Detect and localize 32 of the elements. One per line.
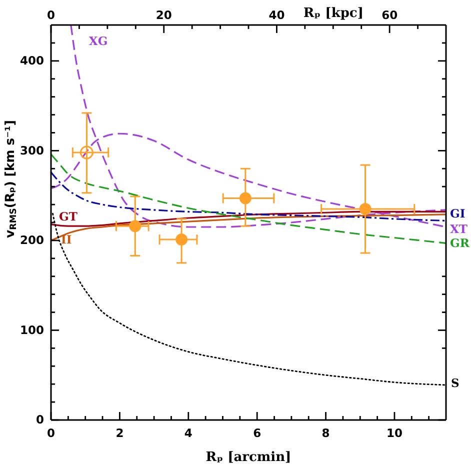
x-tick-label: 2 bbox=[116, 426, 124, 440]
line-series bbox=[51, 153, 446, 244]
y-tick-label: 200 bbox=[20, 233, 44, 248]
series-label: II bbox=[61, 232, 72, 246]
x2-tick-label: 0 bbox=[46, 8, 56, 22]
series-label: GR bbox=[450, 236, 470, 250]
y-tick-label: 300 bbox=[20, 143, 44, 158]
series-label: XG bbox=[88, 34, 108, 48]
x-tick-label: 10 bbox=[386, 426, 402, 440]
y-tick-label: 100 bbox=[20, 322, 44, 337]
point bbox=[176, 234, 188, 246]
y-tick-label: 0 bbox=[36, 412, 44, 427]
x-tick-label: 8 bbox=[322, 426, 330, 440]
series-label: XT bbox=[450, 222, 468, 236]
x2-tick-label: 60 bbox=[382, 8, 398, 22]
line-series bbox=[51, 171, 446, 222]
x2-tick-label: 40 bbox=[268, 8, 285, 22]
series-label: GI bbox=[450, 206, 466, 221]
x-tick-label: 0 bbox=[46, 426, 56, 440]
x-tick-label: 4 bbox=[184, 426, 192, 440]
x-tick-label: 6 bbox=[253, 426, 262, 440]
point bbox=[359, 203, 372, 216]
y-tick-label: 400 bbox=[20, 54, 44, 68]
point bbox=[239, 192, 252, 204]
series-label: GT bbox=[59, 209, 78, 224]
x2-axis-title: Rₚ [kpc] bbox=[303, 6, 364, 21]
series-label: S bbox=[451, 376, 460, 390]
point bbox=[129, 220, 142, 232]
line-series bbox=[51, 214, 446, 242]
x2-tick-label: 20 bbox=[156, 8, 172, 22]
point bbox=[80, 146, 94, 160]
x-axis-title: Rₚ [arcmin] bbox=[206, 450, 292, 465]
